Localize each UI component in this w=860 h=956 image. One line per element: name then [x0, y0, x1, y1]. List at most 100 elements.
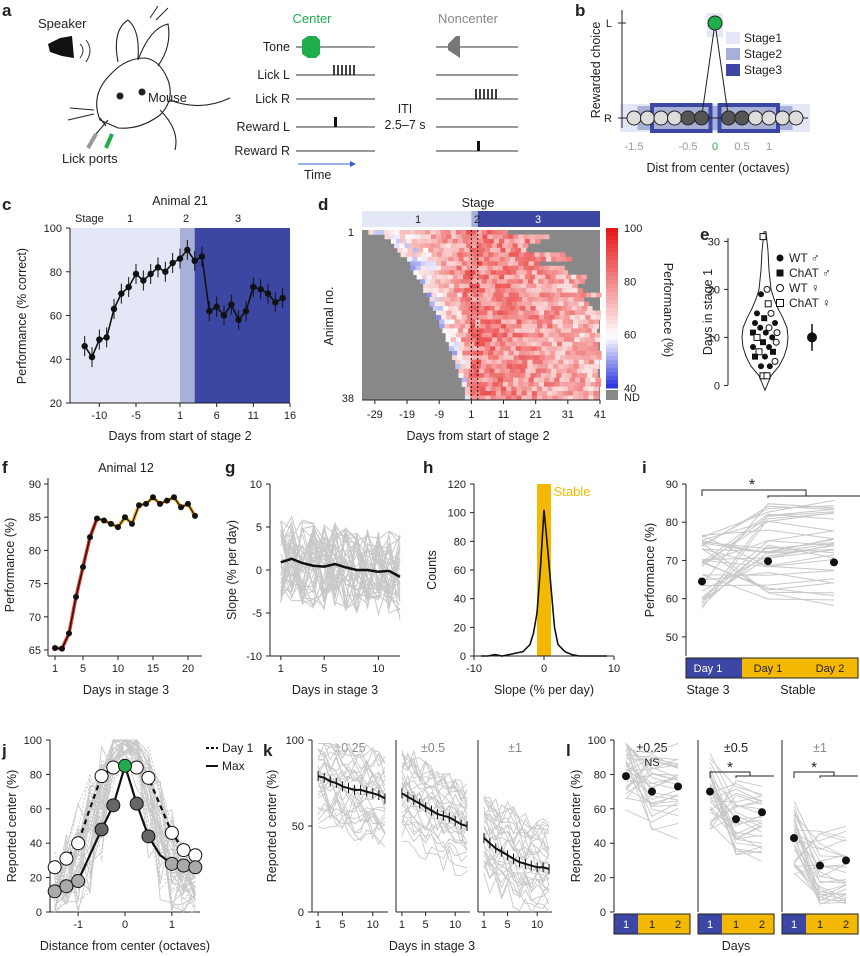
heatmap-cell [533, 261, 540, 267]
x-tick-label: 5 [423, 919, 429, 931]
heatmap-cell [553, 279, 560, 284]
colorbar-cell [606, 316, 618, 321]
heatmap-cell [478, 328, 484, 334]
panel-label-d: d [318, 195, 328, 214]
heatmap-cell [475, 391, 481, 396]
chat-female-point [755, 348, 763, 356]
heatmap-cell [499, 306, 506, 311]
individual-line [401, 819, 468, 868]
heatmap-cell [441, 234, 447, 240]
wt-female-point [767, 309, 775, 317]
group-mean [732, 815, 740, 824]
heatmap-cell [520, 306, 526, 311]
heatmap-cell [475, 386, 481, 392]
heatmap-cell [551, 368, 557, 374]
heatmap-cell [435, 243, 441, 249]
heatmap-cell [389, 234, 396, 240]
heatmap-cell [496, 297, 502, 302]
heatmap-cell [577, 341, 583, 347]
heatmap-cell [495, 323, 502, 329]
heatmap-cell [502, 265, 509, 271]
heatmap-cell [567, 283, 573, 289]
heatmap-cell [435, 315, 442, 320]
x-tick-label: 1 [52, 663, 58, 675]
colorbar-cell [606, 372, 618, 377]
heatmap-cell [461, 265, 468, 271]
heatmap-cell [585, 292, 592, 298]
colorbar-tick-label: 100 [624, 223, 642, 235]
heatmap-cell [581, 306, 588, 311]
heatmap-cell [588, 323, 594, 329]
heatmap-cell [587, 341, 594, 347]
stage-name: 1 [127, 213, 133, 225]
heatmap-cell [553, 337, 560, 343]
y-tick-label: 60 [594, 804, 606, 816]
heatmap-cell [482, 252, 489, 258]
heatmap-cell [517, 301, 523, 307]
pane-title: ±1 [813, 741, 827, 755]
heatmap-cell [549, 315, 555, 320]
colorbar-cell [606, 244, 618, 249]
animal-line [793, 865, 847, 893]
heatmap-cell [581, 368, 588, 374]
animal-line [625, 760, 679, 817]
heatmap-cell [528, 261, 535, 267]
heatmap-cell [518, 292, 525, 298]
heatmap-cell [497, 332, 503, 338]
heatmap-cell [526, 283, 532, 289]
heatmap-cell [505, 283, 511, 289]
heatmap-cell [509, 373, 516, 378]
heatmap-cell [516, 391, 522, 396]
y-axis-label: Performance (%) [3, 518, 17, 612]
heatmap-cell [456, 315, 463, 320]
heatmap-cell [466, 234, 473, 240]
heatmap-cell [479, 283, 486, 289]
heatmap-cell [492, 382, 499, 387]
heatmap-cell [455, 230, 462, 235]
data-point [176, 255, 184, 262]
heatmap-cell [423, 288, 429, 293]
colorbar-tick-label: 80 [624, 276, 636, 288]
heatmap-cell [368, 230, 374, 235]
heatmap-cell [538, 279, 544, 284]
heatmap-cell [480, 386, 486, 392]
heatmap-cell [549, 252, 556, 258]
heatmap-cell [474, 341, 481, 347]
summary-mean [807, 332, 817, 343]
x-tick-label: -0.5 [679, 141, 698, 153]
heatmap-cell [520, 346, 527, 352]
heatmap-cell [549, 350, 556, 356]
heatmap-cell [467, 252, 473, 258]
heatmap-cell [470, 359, 477, 365]
heatmap-cell [578, 319, 584, 325]
heatmap-cell [442, 328, 448, 334]
heatmap-cell [454, 323, 461, 329]
heatmap-cell [428, 283, 434, 289]
stage3-day-bar [614, 914, 638, 934]
heatmap-cell [495, 270, 502, 276]
group-mean [698, 577, 706, 586]
heatmap-cell [453, 341, 460, 347]
max-point [141, 829, 156, 844]
heatmap-cell [551, 256, 557, 262]
heatmap-cell [435, 230, 441, 235]
heatmap-cell [464, 346, 470, 352]
legend-label: Stage2 [744, 47, 782, 61]
heatmap-cell [521, 386, 527, 392]
heatmap-cell [549, 265, 555, 271]
data-point [235, 316, 242, 324]
x-tick-label: 1 [481, 919, 487, 931]
heatmap-cell [575, 355, 582, 361]
heatmap-cell [425, 265, 432, 271]
heatmap-cell [454, 270, 461, 276]
animal-line [701, 513, 835, 563]
heatmap-cell [452, 355, 458, 361]
heatmap-cell [525, 368, 531, 374]
heatmap-cell [568, 364, 574, 369]
heatmap-cell [572, 323, 579, 329]
heatmap-cell [562, 319, 569, 325]
heatmap-cell [464, 391, 471, 396]
heatmap-cell [481, 332, 488, 338]
